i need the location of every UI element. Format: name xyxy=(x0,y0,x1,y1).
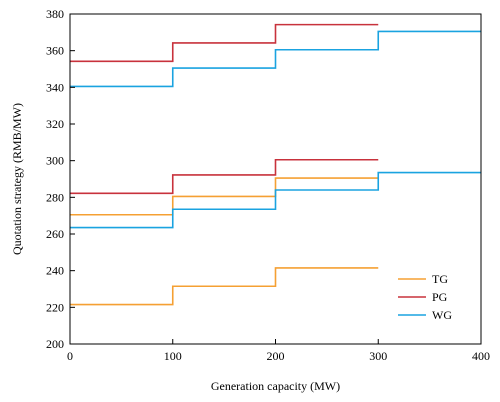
series-line-wg xyxy=(70,171,481,229)
x-axis-label: Generation capacity (MW) xyxy=(211,379,340,393)
y-tick-label: 300 xyxy=(46,154,64,168)
series-line-tg xyxy=(70,267,379,306)
series-line-tg xyxy=(70,177,379,216)
x-tick-label: 100 xyxy=(164,349,182,363)
series-line-pg xyxy=(70,23,379,63)
legend-label-pg: PG xyxy=(432,290,448,304)
legend-label-tg: TG xyxy=(432,272,448,286)
legend: TG PG WG xyxy=(398,272,452,322)
x-tick-label: 300 xyxy=(369,349,387,363)
y-tick-label: 360 xyxy=(46,44,64,58)
y-tick-label: 200 xyxy=(46,337,64,351)
x-tick-label: 200 xyxy=(267,349,285,363)
y-axis-label: Quotation strategy (RMB/MW) xyxy=(10,103,24,255)
y-tick-label: 280 xyxy=(46,190,64,204)
series-line-wg xyxy=(70,30,481,88)
y-tick-label: 320 xyxy=(46,117,64,131)
y-tick-label: 260 xyxy=(46,227,64,241)
x-tick-label: 0 xyxy=(67,349,73,363)
y-tick-label: 240 xyxy=(46,264,64,278)
y-tick-label: 340 xyxy=(46,80,64,94)
series-layer xyxy=(70,23,481,306)
y-tick-label: 380 xyxy=(46,7,64,21)
series-line-pg xyxy=(70,158,379,195)
x-tick-label: 400 xyxy=(472,349,490,363)
legend-label-wg: WG xyxy=(432,308,452,322)
y-tick-label: 220 xyxy=(46,300,64,314)
ticks-layer: 0 100 200 300 400 200 220 240 260 280 300 320 340 360… xyxy=(46,7,490,363)
